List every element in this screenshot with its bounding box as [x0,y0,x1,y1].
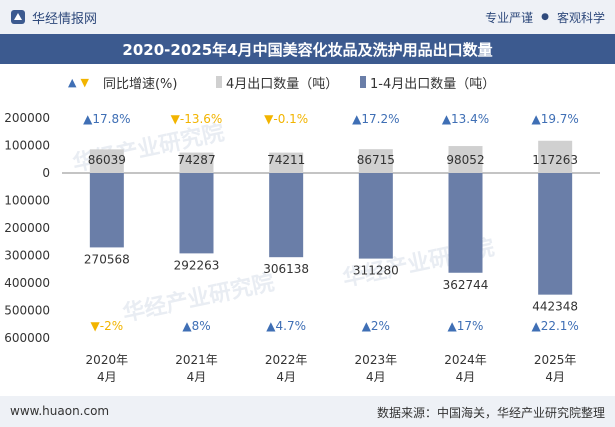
data-label-cumulative: 306138 [263,262,309,276]
data-label-cumulative: 292263 [174,258,220,272]
growth-label-april: ▲17.2% [352,112,399,126]
legend-april: 4月出口数量（吨） [216,72,338,92]
legend-april-label: 4月出口数量（吨） [226,76,339,92]
x-tick-label-year: 2021年 [175,353,218,367]
x-tick-label-year: 2023年 [355,353,398,367]
x-tick-label-year: 2025年 [534,353,577,367]
bar-cumulative [538,173,573,295]
growth-label-april: ▲19.7% [531,112,578,126]
bar-cumulative [179,173,214,254]
x-tick-label-month: 4月 [187,370,207,384]
data-label-april: 98052 [446,153,484,167]
y-tick-label: 600000 [4,331,50,345]
growth-label-cumulative: ▼-2% [91,319,124,333]
hj-logo-icon [11,10,25,24]
legend-cumulative: 1-4月出口数量（吨） [360,72,495,92]
bar-april [269,152,304,173]
bar-april [358,149,393,173]
data-label-april: 86715 [357,153,395,167]
data-label-april: 86039 [88,153,126,167]
y-tick-label: 200000 [4,221,50,235]
y-tick-label: 100000 [4,139,50,153]
x-tick-label-year: 2024年 [444,353,487,367]
chart-plot: 华经产业研究院华经产业研究院华经产业研究院2000001000000100000… [4,111,600,384]
growth-label-cumulative: ▲8% [182,319,210,333]
legend-growth: ▲ ▼ 同比增速(%) [68,72,177,92]
header-tags: 专业严谨 ● 客观科学 [485,8,605,26]
growth-label-cumulative: ▲2% [362,319,390,333]
legend-april-swatch [216,76,222,88]
x-tick-label-month: 4月 [366,370,386,384]
bar-cumulative [89,173,124,248]
separator-dot-icon: ● [541,12,549,22]
legend-cumulative-label: 1-4月出口数量（吨） [370,76,496,92]
x-tick-label-month: 4月 [276,370,296,384]
chart-title: 2020-2025年4月中国美容化妆品及洗护用品出口数量 [0,34,615,64]
growth-label-cumulative: ▲4.7% [266,319,306,333]
growth-label-cumulative: ▲17% [448,319,484,333]
data-label-cumulative: 362744 [443,278,489,292]
legend-cumulative-swatch [360,76,366,88]
bar-cumulative [448,173,483,273]
triangle-up-icon: ▲ [68,75,77,89]
brand-name: 华经情报网 [32,11,98,27]
footer-source: 数据来源：中国海关，华经产业研究院整理 [376,406,605,420]
bar-april [448,146,483,173]
x-tick-label-month: 4月 [545,370,565,384]
growth-label-april: ▲17.8% [83,112,130,126]
growth-label-april: ▼-0.1% [264,112,308,126]
tag-objective: 客观科学 [556,10,605,25]
triangle-down-icon: ▼ [80,75,89,89]
x-tick-label-month: 4月 [456,370,476,384]
footer-bar: www.huaon.com 数据来源：中国海关，华经产业研究院整理 [0,396,615,427]
bar-april [538,140,573,173]
legend-growth-label: 同比增速(%) [102,76,178,92]
brand[interactable]: 华经情报网 [10,8,98,27]
bar-cumulative [358,173,393,259]
data-label-april: 74211 [267,153,305,167]
y-tick-label: 400000 [4,276,50,290]
header-bar: 华经情报网 专业严谨 ● 客观科学 [0,0,615,34]
y-tick-label: 0 [42,166,50,180]
growth-label-april: ▼-13.6% [171,112,223,126]
x-tick-label-month: 4月 [97,370,117,384]
data-label-cumulative: 442348 [532,300,578,314]
y-tick-label: 100000 [4,194,50,208]
chart-legend: ▲ ▼ 同比增速(%) 4月出口数量（吨） 1-4月出口数量（吨） [0,72,615,92]
data-label-april: 117263 [532,153,578,167]
bar-april [89,149,124,173]
y-tick-label: 500000 [4,304,50,318]
bar-cumulative [269,173,304,258]
growth-label-april: ▲13.4% [442,112,489,126]
data-label-april: 74287 [177,153,215,167]
data-label-cumulative: 270568 [84,252,130,266]
growth-label-cumulative: ▲22.1% [531,319,578,333]
data-label-cumulative: 311280 [353,264,399,278]
footer-site-link[interactable]: www.huaon.com [10,404,110,418]
tag-professional: 专业严谨 [485,10,534,25]
x-tick-label-year: 2022年 [265,353,308,367]
y-tick-label: 300000 [4,249,50,263]
y-tick-label: 200000 [4,111,50,125]
x-tick-label-year: 2020年 [86,353,129,367]
bar-april [179,152,214,173]
